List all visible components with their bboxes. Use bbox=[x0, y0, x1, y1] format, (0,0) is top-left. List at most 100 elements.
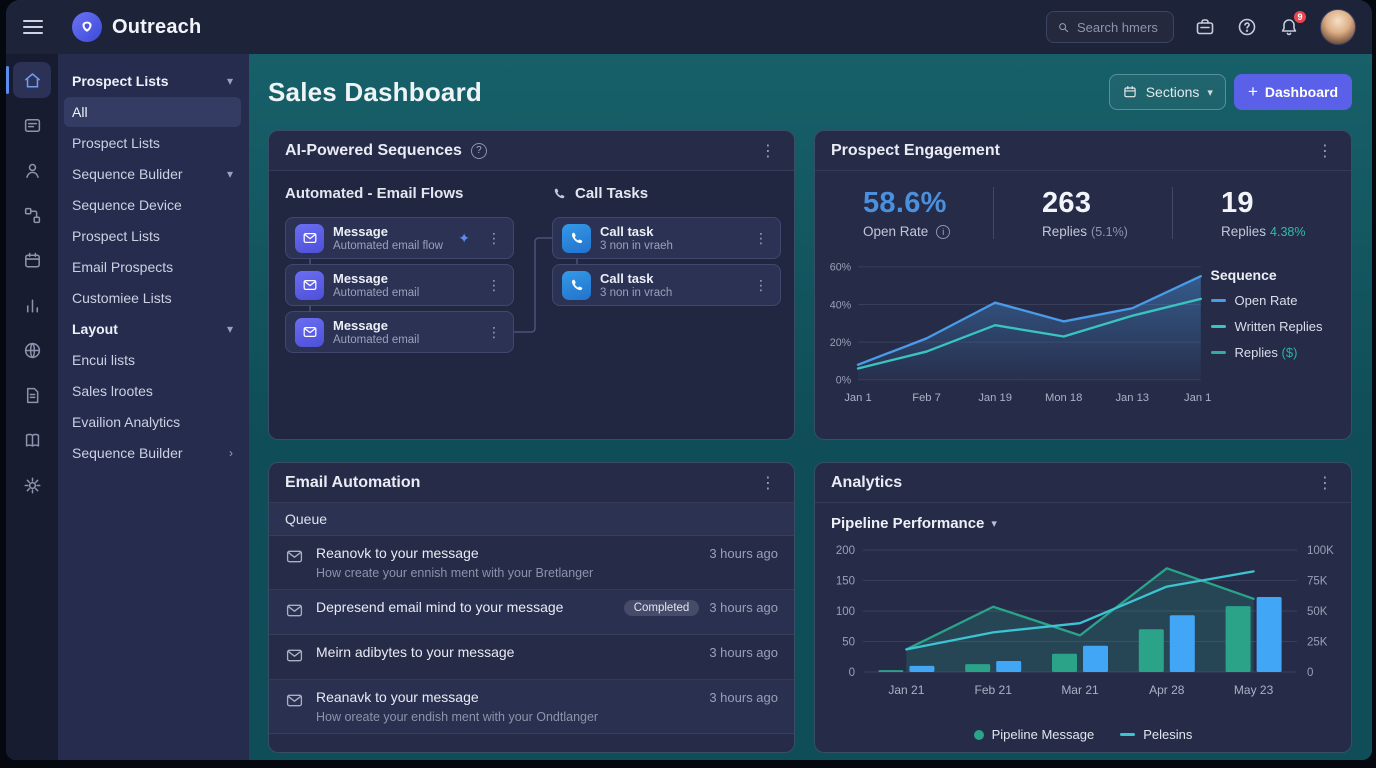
rail-calendar-icon[interactable] bbox=[13, 242, 51, 278]
legend-item: Written Replies bbox=[1210, 319, 1343, 334]
queue-row[interactable]: Depresend email mind to your message Comp… bbox=[269, 590, 794, 635]
rail-home-icon[interactable] bbox=[6, 62, 51, 98]
sidebar-item-sequence-builder[interactable]: Sequence Builder › bbox=[64, 438, 241, 468]
svg-text:20%: 20% bbox=[830, 337, 852, 349]
rail-inbox-card-icon[interactable] bbox=[13, 107, 51, 143]
phone-icon bbox=[562, 223, 591, 253]
rail-book-icon[interactable] bbox=[13, 422, 51, 458]
sections-button-label: Sections bbox=[1145, 84, 1200, 100]
stat-value: 58.6% bbox=[863, 187, 947, 219]
call-task-node[interactable]: Call task 3 non in vrach ⋮ bbox=[552, 264, 781, 306]
rail-globe-icon[interactable] bbox=[13, 332, 51, 368]
sidebar-item-prospect-lists[interactable]: Prospect Lists bbox=[64, 221, 241, 251]
add-dashboard-button[interactable]: + Dashboard bbox=[1233, 74, 1352, 110]
queue-row[interactable]: Reanavk to your message How oreate your e… bbox=[269, 680, 794, 734]
rail-bar-chart-icon[interactable] bbox=[13, 287, 51, 323]
legend-marker bbox=[1210, 351, 1226, 354]
sidebar-item-evailion-analytics[interactable]: Evailion Analytics bbox=[64, 407, 241, 437]
queue-row[interactable]: Meirn adibytes to your message 3 hours ag… bbox=[269, 635, 794, 680]
svg-text:Jan 21: Jan 21 bbox=[888, 683, 924, 697]
rail-flow-icon[interactable] bbox=[13, 197, 51, 233]
svg-text:100K: 100K bbox=[1307, 545, 1334, 557]
svg-text:150: 150 bbox=[836, 576, 855, 588]
pipeline-performance-dropdown[interactable]: Pipeline Performance ▾ bbox=[831, 515, 997, 532]
svg-text:Feb 21: Feb 21 bbox=[975, 683, 1013, 697]
svg-text:25K: 25K bbox=[1307, 637, 1328, 649]
user-avatar[interactable] bbox=[1320, 9, 1356, 45]
rail-document-icon[interactable] bbox=[13, 377, 51, 413]
queue-row-time: 3 hours ago bbox=[709, 546, 778, 561]
legend-marker bbox=[1210, 299, 1226, 302]
sidebar-item-sales-lrootes[interactable]: Sales lrootes bbox=[64, 376, 241, 406]
info-icon[interactable]: ? bbox=[470, 142, 487, 159]
queue-row-title: Depresend email mind to your message bbox=[316, 599, 564, 615]
kebab-menu-icon[interactable]: ⋮ bbox=[487, 323, 501, 340]
svg-text:0%: 0% bbox=[836, 375, 852, 387]
svg-text:100: 100 bbox=[836, 606, 855, 618]
legend-line-marker bbox=[1120, 733, 1136, 736]
sidebar-item-prospect-lists[interactable]: Prospect Lists ▾ bbox=[64, 66, 241, 96]
sidebar-item-label: Customiee Lists bbox=[72, 290, 172, 306]
search-box[interactable] bbox=[1046, 11, 1174, 43]
queue-row-time: 3 hours ago bbox=[709, 690, 778, 705]
notifications-bell-icon[interactable]: 9 bbox=[1278, 9, 1308, 38]
legend-title: Sequence bbox=[1210, 267, 1277, 283]
sidebar-item-all[interactable]: All bbox=[64, 97, 241, 127]
email-flow-node[interactable]: Message Automated email ⋮ bbox=[285, 311, 514, 353]
kebab-menu-icon[interactable]: ⋮ bbox=[487, 229, 501, 246]
sections-button[interactable]: Sections ▾ bbox=[1108, 74, 1226, 110]
kebab-menu-icon[interactable]: ⋮ bbox=[760, 474, 776, 492]
call-tasks-column-title: Call Tasks bbox=[552, 185, 648, 202]
sidebar-item-encui-lists[interactable]: Encui lists bbox=[64, 345, 241, 375]
card-title: Analytics bbox=[831, 473, 903, 491]
search-input[interactable] bbox=[1077, 19, 1163, 35]
sidebar-item-layout[interactable]: Layout ▾ bbox=[64, 314, 241, 344]
kebab-menu-icon[interactable]: ⋮ bbox=[754, 229, 768, 246]
sidebar-item-customiee-lists[interactable]: Customiee Lists bbox=[64, 283, 241, 313]
svg-text:Jan 19: Jan 19 bbox=[978, 392, 1012, 404]
briefcase-icon[interactable] bbox=[1194, 16, 1216, 38]
plus-icon: + bbox=[1247, 82, 1258, 101]
sidebar-item-sequence-device[interactable]: Sequence Device bbox=[64, 190, 241, 220]
email-flow-node[interactable]: Message Automated email flow ✦ ⋮ bbox=[285, 217, 514, 259]
help-icon[interactable] bbox=[1236, 16, 1258, 38]
topbar: Outreach 9 bbox=[6, 0, 1372, 54]
stat-value: 263 bbox=[1042, 187, 1092, 219]
kebab-menu-icon[interactable]: ⋮ bbox=[760, 142, 776, 160]
svg-text:0: 0 bbox=[1307, 667, 1313, 679]
kebab-menu-icon[interactable]: ⋮ bbox=[487, 276, 501, 293]
envelope-icon bbox=[295, 270, 324, 300]
queue-row-subtitle: How create your ennish ment with your Br… bbox=[316, 566, 594, 580]
queue-row[interactable]: Reanovk to your message How create your e… bbox=[269, 536, 794, 590]
app-logo[interactable]: Outreach bbox=[72, 12, 201, 42]
envelope-icon bbox=[285, 547, 304, 580]
rail-gear-icon[interactable] bbox=[13, 467, 51, 503]
sparkle-icon: ✦ bbox=[458, 229, 470, 246]
engagement-stat: 263 Replies (5.1%) bbox=[994, 187, 1172, 239]
sidebar-item-sequence-bulider[interactable]: Sequence Bulider ▾ bbox=[64, 159, 241, 189]
chevron-down-icon: ▾ bbox=[226, 322, 233, 336]
queue-row-title: Meirn adibytes to your message bbox=[316, 644, 515, 660]
rail-person-icon[interactable] bbox=[13, 152, 51, 188]
sidebar-item-label: Prospect Lists bbox=[72, 73, 169, 89]
hamburger-menu-icon[interactable] bbox=[16, 10, 50, 44]
kebab-menu-icon[interactable]: ⋮ bbox=[1317, 474, 1333, 492]
email-flow-node[interactable]: Message Automated email ⋮ bbox=[285, 264, 514, 306]
sidebar-item-prospect-lists[interactable]: Prospect Lists bbox=[64, 128, 241, 158]
node-title: Message bbox=[333, 317, 388, 333]
svg-text:Jan 1: Jan 1 bbox=[844, 392, 871, 404]
stat-label: Replies 4.38% bbox=[1221, 224, 1306, 239]
queue-row-title: Reanovk to your message bbox=[316, 545, 479, 561]
chevron-down-icon: ▾ bbox=[226, 167, 233, 181]
sidebar-item-email-prospects[interactable]: Email Prospects bbox=[64, 252, 241, 282]
kebab-menu-icon[interactable]: ⋮ bbox=[1317, 142, 1333, 160]
svg-text:75K: 75K bbox=[1307, 576, 1328, 588]
card-title: Email Automation bbox=[285, 473, 421, 491]
kebab-menu-icon[interactable]: ⋮ bbox=[754, 276, 768, 293]
analytics-card: Analytics ⋮ Pipeline Performance ▾ 0 0 50 2… bbox=[814, 462, 1352, 753]
main-content: Sales Dashboard Sections ▾ + Dashboard bbox=[249, 54, 1372, 760]
call-task-node[interactable]: Call task 3 non in vraeh ⋮ bbox=[552, 217, 781, 259]
stat-divider bbox=[1172, 187, 1173, 239]
info-icon[interactable]: i bbox=[936, 224, 951, 239]
